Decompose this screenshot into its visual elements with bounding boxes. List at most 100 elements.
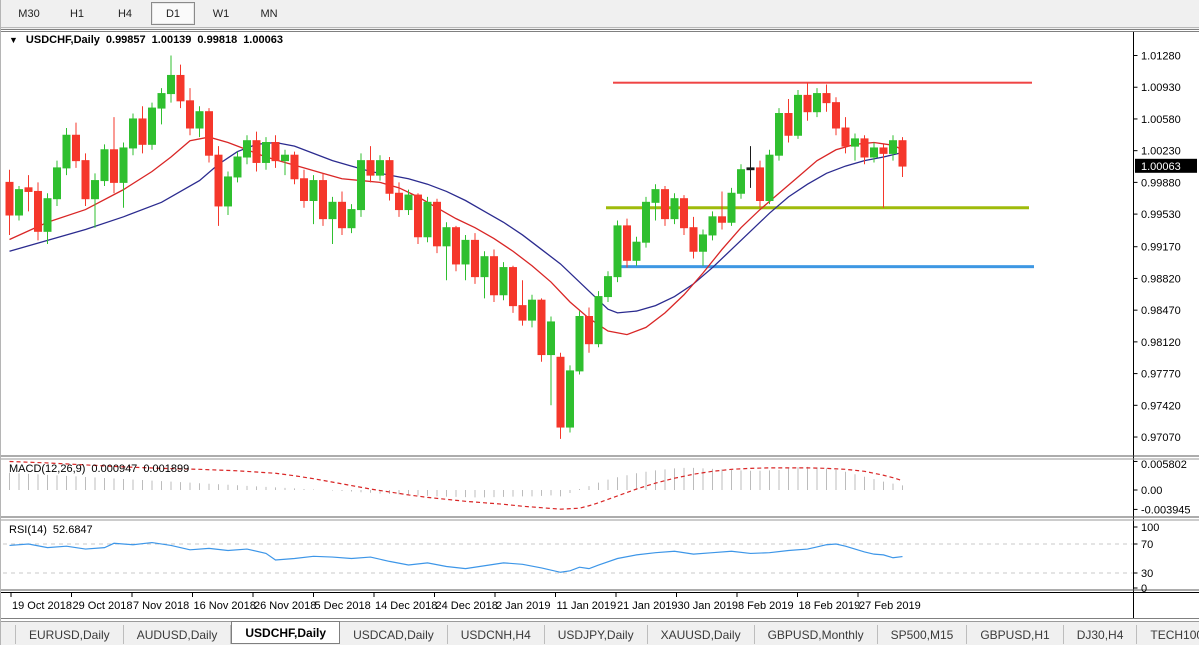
candle-body xyxy=(366,160,375,176)
candle-body xyxy=(452,227,460,265)
candle-body xyxy=(746,167,755,171)
candle-body xyxy=(224,176,232,207)
candle-body xyxy=(537,299,546,356)
chart-window: 1.01280 1.00930 1.00580 1.00230 0.99880 0.995… xyxy=(1,29,1199,622)
candle-body xyxy=(300,178,308,202)
candle-body xyxy=(167,74,175,95)
candle-body xyxy=(186,100,194,129)
candle-body xyxy=(81,160,90,200)
candle-body xyxy=(680,198,688,229)
hline-support-olive[interactable] xyxy=(606,206,1029,210)
chart-tab-eurusd-daily[interactable]: EURUSD,Daily xyxy=(15,625,124,644)
candle-body xyxy=(708,216,717,236)
candle-body xyxy=(309,180,318,202)
chart-tab-bar: EURUSD,Daily AUDUSD,Daily USDCHF,Daily USDC… xyxy=(1,621,1199,645)
timeframe-button-h1[interactable]: H1 xyxy=(69,7,85,20)
symbol-dropdown-icon[interactable]: ▼ xyxy=(9,35,18,45)
candle-body xyxy=(490,256,498,296)
chart-title: ▼ USDCHF,Daily 0.99857 1.00139 0.99818 1… xyxy=(9,34,283,46)
chart-tab-usdcnh-h4[interactable]: USDCNH,H4 xyxy=(448,625,545,644)
candle-body xyxy=(566,370,574,428)
chart-tab-audusd-daily[interactable]: AUDUSD,Daily xyxy=(124,625,232,644)
price-axis-label: 0.99530 xyxy=(1141,209,1181,221)
candle-body xyxy=(138,118,147,145)
timeframe-button-h4[interactable]: H4 xyxy=(117,7,133,20)
timeframe-button-mn[interactable]: MN xyxy=(260,7,278,20)
hline-resistance[interactable] xyxy=(613,81,1032,84)
chart-tab-gbpusd-monthly[interactable]: GBPUSD,Monthly xyxy=(755,625,878,644)
chart-tab-usdcad-daily[interactable]: USDCAD,Daily xyxy=(340,625,448,644)
chart-tab-sp500-m15[interactable]: SP500,M15 xyxy=(878,625,968,644)
candle-body xyxy=(271,142,280,162)
date-axis-label: 14 Dec 2018 xyxy=(375,600,437,612)
candle-body xyxy=(594,296,603,345)
macd-axis-label: 0.00 xyxy=(1141,485,1162,497)
price-axis-label: 0.99170 xyxy=(1141,242,1181,254)
candle-body xyxy=(898,140,907,167)
candle-body xyxy=(604,276,612,298)
ohlc-high: 1.00139 xyxy=(151,34,192,46)
timeframe-button-w1[interactable]: W1 xyxy=(212,7,230,20)
candle-body xyxy=(803,94,812,113)
ohlc-low: 0.99818 xyxy=(197,34,238,46)
macd-axis-label: 0.005802 xyxy=(1141,459,1187,471)
current-price-box xyxy=(1135,158,1197,173)
candle-body xyxy=(480,256,489,278)
candle-body xyxy=(24,187,33,192)
candle-body xyxy=(860,138,869,158)
candle-body xyxy=(243,140,251,158)
candle-body xyxy=(423,201,432,238)
candle-body xyxy=(395,192,403,211)
chart-tab-usdjpy-daily[interactable]: USDJPY,Daily xyxy=(545,625,648,644)
chart-tab-usdchf-daily[interactable]: USDCHF,Daily xyxy=(231,621,341,644)
date-axis-label: 11 Jan 2019 xyxy=(557,600,617,612)
candle-body xyxy=(148,107,156,145)
price-axis-label: 0.97770 xyxy=(1141,369,1181,381)
chart-canvas[interactable]: 1.01280 1.00930 1.00580 1.00230 0.99880 0.995… xyxy=(1,30,1199,622)
macd-main-value: 0.000947 xyxy=(91,463,138,475)
candle-body xyxy=(813,93,821,113)
chart-tab-xauusd-daily[interactable]: XAUUSD,Daily xyxy=(648,625,755,644)
price-axis-label: 0.97070 xyxy=(1141,432,1181,444)
date-axis-label: 27 Feb 2019 xyxy=(859,600,921,612)
chart-tab-tech100-h1[interactable]: TECH100,H1 xyxy=(1137,625,1199,644)
candle-body xyxy=(689,227,698,252)
candle-body xyxy=(281,154,289,162)
hline-support-blue[interactable] xyxy=(614,265,1034,269)
date-axis-label: 30 Jan 2019 xyxy=(678,600,739,612)
candle-body xyxy=(784,113,793,136)
candle-body xyxy=(623,225,631,261)
candle-body xyxy=(547,321,555,356)
price-axis-label: 1.00230 xyxy=(1141,146,1181,158)
candle-body xyxy=(632,241,641,261)
date-axis-label: 5 Dec 2018 xyxy=(315,600,371,612)
candle-body xyxy=(319,180,327,220)
chart-tab-dj30-h4[interactable]: DJ30,H4 xyxy=(1064,625,1138,644)
candle-body xyxy=(528,299,536,321)
price-axis-label: 1.00580 xyxy=(1141,114,1181,126)
timeframe-button-m30[interactable]: M30 xyxy=(18,7,40,20)
date-axis-label: 24 Dec 2018 xyxy=(436,600,498,612)
candle-body xyxy=(205,111,213,156)
price-axis-label: 0.98470 xyxy=(1141,305,1181,317)
candle-body xyxy=(651,189,660,203)
candle-body xyxy=(613,225,622,278)
candle-body xyxy=(851,138,859,147)
date-axis-label: 26 Nov 2018 xyxy=(254,600,316,612)
candle-body xyxy=(5,181,14,216)
candle-body xyxy=(233,156,242,178)
date-axis-label: 2 Jan 2019 xyxy=(496,600,550,612)
chart-tab-gbpusd-h1[interactable]: GBPUSD,H1 xyxy=(967,625,1064,644)
candle-body xyxy=(822,93,831,104)
timeframe-button-d1[interactable]: D1 xyxy=(151,2,195,25)
candle-body xyxy=(15,189,23,216)
rsi-line xyxy=(9,541,903,573)
candle-body xyxy=(376,160,384,176)
candle-body xyxy=(879,147,888,154)
ma-slow-line xyxy=(9,141,903,314)
date-axis-label: 19 Oct 2018 xyxy=(12,600,72,612)
macd-name: MACD(12,26,9) xyxy=(9,463,86,475)
price-axis-label: 1.00930 xyxy=(1141,82,1181,94)
price-axis-label: 1.01280 xyxy=(1141,51,1181,63)
